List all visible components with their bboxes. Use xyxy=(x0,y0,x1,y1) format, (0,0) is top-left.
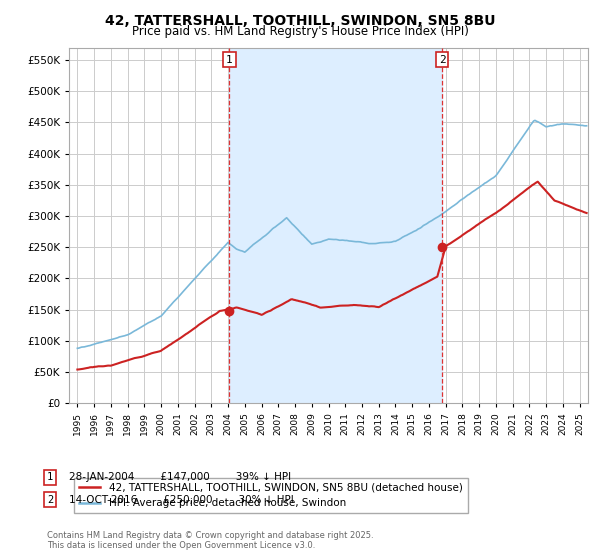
Text: Price paid vs. HM Land Registry's House Price Index (HPI): Price paid vs. HM Land Registry's House … xyxy=(131,25,469,38)
Bar xyxy=(229,48,442,403)
Legend: 42, TATTERSHALL, TOOTHILL, SWINDON, SN5 8BU (detached house), HPI: Average price: 42, TATTERSHALL, TOOTHILL, SWINDON, SN5 … xyxy=(74,478,467,514)
Text: 28-JAN-2004        £147,000        39% ↓ HPI: 28-JAN-2004 £147,000 39% ↓ HPI xyxy=(69,472,291,482)
Text: Contains HM Land Registry data © Crown copyright and database right 2025.
This d: Contains HM Land Registry data © Crown c… xyxy=(47,530,373,550)
Text: 1: 1 xyxy=(226,55,233,65)
Text: 1: 1 xyxy=(47,472,53,482)
Text: 2: 2 xyxy=(439,55,446,65)
Text: 42, TATTERSHALL, TOOTHILL, SWINDON, SN5 8BU: 42, TATTERSHALL, TOOTHILL, SWINDON, SN5 … xyxy=(105,14,495,28)
Text: 14-OCT-2016        £250,000        30% ↓ HPI: 14-OCT-2016 £250,000 30% ↓ HPI xyxy=(69,494,294,505)
Text: 2: 2 xyxy=(47,494,53,505)
